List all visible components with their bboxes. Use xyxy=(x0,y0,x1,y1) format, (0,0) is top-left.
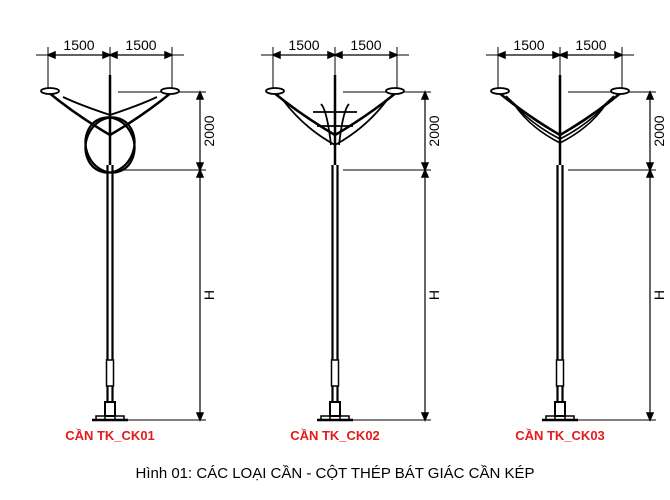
dim-span-right: 1500 xyxy=(575,37,606,53)
pole-2: 1500 1500 2000 H CẦN TK_CK02 xyxy=(261,37,442,443)
dim-pole-height: H xyxy=(651,290,667,300)
dim-pole-height: H xyxy=(201,290,217,300)
dim-span-left: 1500 xyxy=(513,37,544,53)
dim-arm-height: 2000 xyxy=(651,115,667,146)
pole-label: CẦN TK_CK02 xyxy=(290,428,380,443)
dim-span-left: 1500 xyxy=(63,37,94,53)
pole-label: CẦN TK_CK01 xyxy=(65,428,155,443)
dim-span-right: 1500 xyxy=(350,37,381,53)
dim-span-left: 1500 xyxy=(288,37,319,53)
dim-arm-height: 2000 xyxy=(201,115,217,146)
dim-pole-height: H xyxy=(426,290,442,300)
pole-3: 1500 1500 2000 H CẦN TK_CK03 xyxy=(486,37,667,443)
figure-caption: Hình 01: CÁC LOẠI CẦN - CỘT THÉP BÁT GIÁ… xyxy=(0,465,670,482)
dim-arm-height: 2000 xyxy=(426,115,442,146)
pole-label: CẦN TK_CK03 xyxy=(515,428,605,443)
dim-span-right: 1500 xyxy=(125,37,156,53)
pole-1: 1500 1500 2000 H CẦN TK_CK01 xyxy=(36,37,217,443)
